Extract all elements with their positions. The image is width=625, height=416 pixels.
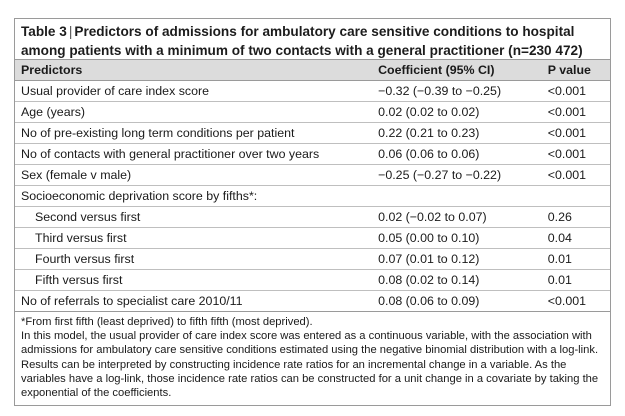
- table-row: No of pre-existing long term conditions …: [15, 122, 610, 144]
- col-header-p-value: P value: [541, 59, 610, 81]
- table-row: Fourth versus first 0.07 (0.01 to 0.12) …: [15, 248, 610, 270]
- table-row: Fifth versus first 0.08 (0.02 to 0.14) 0…: [15, 269, 610, 291]
- p-value-cell: <0.001: [541, 290, 610, 312]
- predictor-cell: Fourth versus first: [15, 248, 373, 270]
- p-value-cell: 0.04: [541, 227, 610, 249]
- predictor-cell: No of pre-existing long term conditions …: [15, 122, 373, 144]
- predictor-cell: Socioeconomic deprivation score by fifth…: [15, 185, 373, 207]
- predictor-cell: Age (years): [15, 101, 373, 123]
- table-row: No of contacts with general practitioner…: [15, 143, 610, 165]
- coefficient-cell: 0.05 (0.00 to 0.10): [372, 227, 542, 249]
- predictor-cell: No of contacts with general practitioner…: [15, 143, 373, 165]
- coefficient-cell: [372, 185, 542, 207]
- predictor-cell: Fifth versus first: [15, 269, 373, 291]
- coefficient-cell: −0.25 (−0.27 to −0.22): [372, 164, 542, 186]
- col-header-coefficient: Coefficient (95% CI): [372, 59, 542, 81]
- p-value-cell: [541, 185, 610, 207]
- predictor-cell: No of referrals to specialist care 2010/…: [15, 290, 373, 312]
- table-row: Third versus first 0.05 (0.00 to 0.10) 0…: [15, 227, 610, 249]
- predictor-cell: Second versus first: [15, 206, 373, 228]
- coefficient-cell: 0.08 (0.06 to 0.09): [372, 290, 542, 312]
- p-value-cell: 0.26: [541, 206, 610, 228]
- predictor-cell: Sex (female v male): [15, 164, 373, 186]
- col-header-predictors: Predictors: [15, 59, 373, 81]
- coefficient-cell: 0.02 (−0.02 to 0.07): [372, 206, 542, 228]
- p-value-cell: <0.001: [541, 164, 610, 186]
- p-value-cell: <0.001: [541, 80, 610, 102]
- footnote-deprivation: *From first fifth (least deprived) to fi…: [21, 316, 313, 328]
- p-value-cell: <0.001: [541, 101, 610, 123]
- p-value-cell: 0.01: [541, 269, 610, 291]
- p-value-cell: <0.001: [541, 143, 610, 165]
- table-row: Age (years) 0.02 (0.02 to 0.02) <0.001: [15, 101, 610, 123]
- coefficient-cell: 0.22 (0.21 to 0.23): [372, 122, 542, 144]
- table-row: Socioeconomic deprivation score by fifth…: [15, 185, 610, 207]
- p-value-cell: <0.001: [541, 122, 610, 144]
- coefficient-cell: 0.06 (0.06 to 0.06): [372, 143, 542, 165]
- header-row: Predictors Coefficient (95% CI) P value: [15, 59, 610, 81]
- caption-separator: |: [68, 24, 73, 39]
- p-value-cell: 0.01: [541, 248, 610, 270]
- coefficient-cell: 0.07 (0.01 to 0.12): [372, 248, 542, 270]
- predictor-cell: Usual provider of care index score: [15, 80, 373, 102]
- table-row: No of referrals to specialist care 2010/…: [15, 290, 610, 312]
- coefficient-cell: 0.08 (0.02 to 0.14): [372, 269, 542, 291]
- table-row: Usual provider of care index score −0.32…: [15, 80, 610, 102]
- table-number: Table 3: [21, 24, 67, 39]
- coefficient-cell: −0.32 (−0.39 to −0.25): [372, 80, 542, 102]
- table-caption: Table 3 | Predictors of admissions for amb…: [15, 19, 610, 59]
- footnote-model: In this model, the usual provider of car…: [21, 330, 599, 400]
- table-footnotes: *From first fifth (least deprived) to fi…: [15, 312, 610, 400]
- table-title: Predictors of admissions for ambulatory …: [21, 24, 583, 58]
- coefficient-cell: 0.02 (0.02 to 0.02): [372, 101, 542, 123]
- predictors-table: Predictors Coefficient (95% CI) P value …: [15, 59, 610, 312]
- table-card: Table 3 | Predictors of admissions for amb…: [14, 18, 611, 406]
- table-row: Second versus first 0.02 (−0.02 to 0.07)…: [15, 206, 610, 228]
- predictor-cell: Third versus first: [15, 227, 373, 249]
- table-row: Sex (female v male) −0.25 (−0.27 to −0.2…: [15, 164, 610, 186]
